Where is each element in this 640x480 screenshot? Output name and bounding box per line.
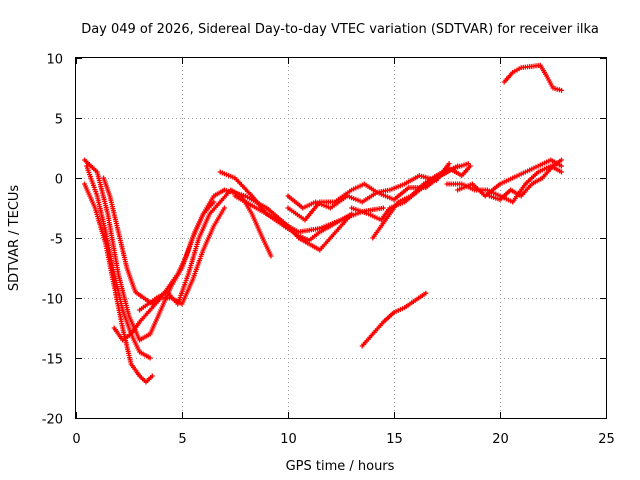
data-point-markers: [359, 290, 429, 349]
series-s15: [455, 157, 564, 199]
x-tick-label: 20: [492, 432, 509, 447]
x-tick-label: 15: [386, 432, 403, 447]
y-axis-label: SDTVAR / TECUs: [7, 185, 22, 292]
data-point-markers: [455, 157, 564, 199]
data-point-markers: [137, 187, 274, 313]
series-s17: [501, 62, 564, 93]
tick-labels: 0 5 10 15 20 25 -20 -15 -10 -5 0 5 10: [42, 53, 615, 448]
data-point-markers: [82, 181, 155, 385]
x-tick-label: 10: [280, 432, 297, 447]
chart-title: Day 049 of 2026, Sidereal Day-to-day VTE…: [81, 22, 599, 37]
y-tick-label: -15: [42, 353, 63, 368]
series-s2: [82, 181, 155, 385]
x-axis-label: GPS time / hours: [286, 459, 395, 474]
data-series: [82, 62, 564, 385]
data-point-markers: [501, 62, 564, 93]
plot-frame: [75, 57, 607, 419]
y-tick-label: 10: [46, 53, 63, 68]
data-point-markers: [285, 163, 461, 211]
axis-ticks: [76, 58, 607, 419]
y-tick-label: -10: [42, 293, 63, 308]
series-s18: [359, 290, 429, 349]
series-s10: [285, 163, 461, 211]
series-s3: [84, 163, 153, 361]
series-s6: [137, 187, 274, 313]
y-tick-label: 0: [55, 173, 63, 188]
series-s16: [486, 157, 564, 203]
x-tick-label: 0: [72, 432, 80, 447]
y-tick-label: 5: [55, 113, 63, 128]
series-s13: [370, 163, 473, 241]
series-s5: [111, 205, 227, 343]
y-tick-label: -20: [42, 413, 63, 428]
data-point-markers: [370, 163, 473, 241]
x-tick-label: 25: [598, 432, 615, 447]
x-tick-label: 5: [178, 432, 186, 447]
data-point-markers: [84, 163, 153, 361]
grid: [76, 58, 606, 418]
data-point-markers: [486, 157, 564, 203]
y-tick-label: -5: [50, 233, 63, 248]
series-s4: [101, 175, 217, 307]
